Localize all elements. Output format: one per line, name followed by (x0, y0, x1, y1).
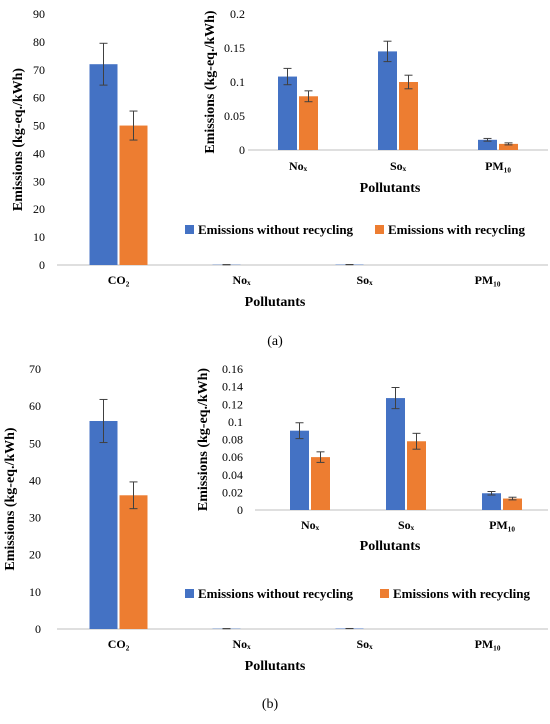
panel-a-inset-bar-1-1 (399, 82, 418, 150)
panel-b-inset-bar-1-1 (407, 441, 426, 510)
panel-a-legend-swatch-0 (185, 225, 194, 234)
panel-a-main-ytick-0: 0 (39, 258, 45, 272)
panel-a-main-bar-1-0 (120, 126, 148, 265)
panel-a-main-ylabel: Emissions (kg-eq./kWh) (11, 68, 26, 211)
panel-a-inset-ytick-4: 0.2 (230, 7, 245, 21)
panel-a-inset-ytick-1: 0.05 (224, 109, 245, 123)
panel-a-legend-swatch-1 (375, 225, 384, 234)
panel-a-inset-bar-1-0 (299, 96, 318, 150)
panel-b-main-ytick-7: 70 (29, 362, 41, 376)
panel-a-main-ytick-9: 90 (33, 7, 45, 21)
panel-a-inset-xtick-2: PM₁₀ (485, 159, 511, 173)
panel-a-main-ytick-8: 80 (33, 35, 45, 49)
panel-b-main-xlabel: Pollutants (245, 659, 306, 674)
panel-a-main-ytick-7: 70 (33, 63, 45, 77)
panel-a-main-ytick-3: 30 (33, 174, 45, 188)
panel-b-main-xtick-1: Noₓ (232, 637, 251, 651)
panel-a-main-xlabel: Pollutants (245, 295, 306, 310)
panel-b-inset-ytick-3: 0.06 (222, 450, 243, 464)
panel-a-main-ytick-4: 40 (33, 146, 45, 160)
panel-b-inset-ytick-5: 0.1 (228, 415, 243, 429)
panel-b-inset-ytick-4: 0.08 (222, 433, 243, 447)
panel-b-legend-label-0: Emissions without recycling (198, 586, 354, 601)
panel-b-main-ytick-3: 30 (29, 511, 41, 525)
panel-b-inset-xtick-1: Soₓ (398, 518, 415, 532)
panel-b-legend-swatch-1 (380, 589, 389, 598)
panel-b-inset-ylabel: Emissions (kg-eq./kWh) (196, 368, 211, 511)
panel-a-main-xtick-3: PM₁₀ (475, 273, 501, 287)
panel-b-main-bar-1-0 (120, 495, 148, 629)
panel-a-main-ytick-2: 20 (33, 202, 45, 216)
panel-a-main-xtick-2: Soₓ (356, 273, 373, 287)
panel-a-caption: (a) (267, 334, 283, 349)
panel-b-inset-ytick-6: 0.12 (222, 397, 243, 411)
panel-a-main-ytick-5: 50 (33, 119, 45, 133)
panel-b-main-ylabel: Emissions (kg-eq./kWh) (3, 427, 18, 570)
panel-b-inset-ytick-7: 0.14 (222, 380, 243, 394)
panel-b-inset-xtick-2: PM₁₀ (489, 518, 515, 532)
panel-b-main-xtick-2: Soₓ (356, 637, 373, 651)
panel-a-main-bar-0-0 (90, 64, 118, 265)
panel-b-inset-bar-0-0 (290, 431, 309, 510)
panel-b-inset-ytick-1: 0.02 (222, 485, 243, 499)
panel-b-main-ytick-2: 20 (29, 548, 41, 562)
panel-b-inset-xtick-0: Noₓ (301, 518, 320, 532)
panel-a-legend-label-1: Emissions with recycling (388, 222, 525, 237)
panel-b-legend-swatch-0 (185, 589, 194, 598)
panel-b-inset-ytick-2: 0.04 (222, 468, 243, 482)
panel-b-main-xtick-3: PM₁₀ (475, 637, 501, 651)
panel-a-main-xtick-1: Noₓ (232, 273, 251, 287)
panel-b-main-ytick-0: 0 (35, 622, 41, 636)
panel-b-inset-xlabel: Pollutants (360, 539, 421, 554)
panel-b-legend-label-1: Emissions with recycling (393, 586, 530, 601)
panel-a-main-ytick-1: 10 (33, 230, 45, 244)
panel-a-inset-bar-0-1 (378, 51, 397, 150)
panel-b-main-ytick-6: 60 (29, 399, 41, 413)
panel-b-inset-ytick-8: 0.16 (222, 362, 243, 376)
panel-b-main-xtick-0: CO₂ (108, 637, 130, 651)
panel-a-inset-ylabel: Emissions (kg-eq./kWh) (203, 10, 218, 153)
panel-b-caption: (b) (262, 697, 279, 712)
panel-b-inset-bar-0-1 (386, 398, 405, 510)
panel-a-main-xtick-0: CO₂ (108, 273, 130, 287)
panel-a-main-ytick-6: 60 (33, 91, 45, 105)
panel-a-inset-bar-0-0 (278, 77, 297, 150)
panel-a-legend-label-0: Emissions without recycling (198, 222, 354, 237)
panel-b-inset-bar-1-0 (311, 457, 330, 510)
panel-b-main-ytick-5: 50 (29, 436, 41, 450)
panel-b-main-bar-0-0 (90, 421, 118, 629)
panel-b-main-ytick-1: 10 (29, 585, 41, 599)
panel-b-main-ytick-4: 40 (29, 473, 41, 487)
panel-a-inset-xlabel: Pollutants (360, 181, 421, 196)
panel-a-inset-ytick-0: 0 (239, 143, 245, 157)
panel-b-inset-bar-0-2 (482, 493, 501, 510)
panel-a-inset-xtick-1: Soₓ (390, 159, 407, 173)
panel-a-inset-ytick-3: 0.15 (224, 41, 245, 55)
panel-a-inset-xtick-0: Noₓ (289, 159, 308, 173)
panel-b-inset-ytick-0: 0 (237, 503, 243, 517)
panel-a-inset-ytick-2: 0.1 (230, 75, 245, 89)
